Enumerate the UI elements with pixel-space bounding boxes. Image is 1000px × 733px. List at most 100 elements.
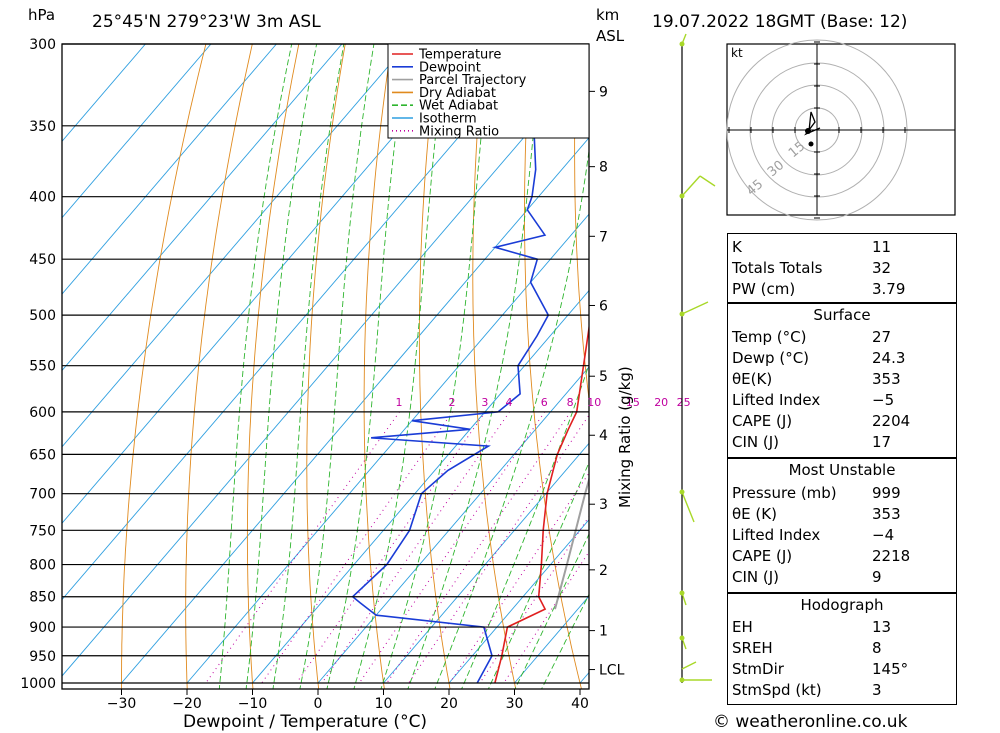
surface-label: Lifted Index — [732, 390, 821, 409]
mixing-ratio-line — [296, 411, 486, 684]
x-tick-label: −30 — [107, 696, 137, 712]
hodo-value: 13 — [872, 617, 892, 636]
wet-adiabat-line — [218, 44, 293, 689]
index-row: PW (cm) 3.79 — [728, 278, 956, 299]
parcel-trajectory-line — [554, 476, 589, 610]
hodo-row: StmDir 145° — [728, 658, 956, 679]
index-label: K — [732, 237, 742, 256]
isotherm-line — [62, 60, 589, 677]
mu-value: 9 — [872, 567, 882, 586]
wet-adiabat-line — [272, 44, 345, 689]
mixing-ratio-label: 20 — [654, 396, 668, 409]
index-value: 11 — [872, 237, 892, 256]
surface-label: CAPE (J) — [732, 411, 793, 430]
mu-row: CIN (J) 9 — [728, 566, 956, 587]
x-tick-label: −10 — [238, 696, 268, 712]
surface-value: 17 — [872, 432, 892, 451]
dry-adiabat-line — [121, 44, 207, 689]
dry-adiabat-line — [246, 44, 300, 689]
x-tick-label: 20 — [440, 696, 458, 712]
pressure-tick-label: 350 — [29, 119, 56, 135]
pressure-tick-label: 700 — [29, 487, 56, 503]
x-tick-label: 30 — [506, 696, 524, 712]
wind-barb — [681, 491, 695, 523]
hodo-row: EH 13 — [728, 616, 956, 637]
mu-label: θE (K) — [732, 504, 777, 523]
surface-label: θE(K) — [732, 369, 773, 388]
height-tick-label: LCL — [599, 663, 625, 679]
mu-value: 999 — [872, 483, 901, 502]
isotherm-line — [62, 44, 277, 295]
mu-row: Lifted Index −4 — [728, 524, 956, 545]
pressure-tick-label: 900 — [29, 620, 56, 636]
mixing-ratio-label: 8 — [567, 396, 574, 409]
mu-value: 2218 — [872, 546, 911, 565]
index-value: 32 — [872, 258, 892, 277]
index-box-top: K 11 Totals Totals 32 PW (cm) 3.79 — [727, 233, 957, 303]
wind-barb-dot — [679, 311, 685, 317]
hodo-row: StmSpd (kt) 3 — [728, 679, 956, 700]
surface-value: 24.3 — [872, 348, 906, 367]
plot-frame — [61, 43, 590, 690]
wind-barb — [681, 301, 709, 315]
wet-adiabat-line — [353, 44, 447, 689]
pressure-tick-label: 950 — [29, 649, 56, 665]
mu-label: Lifted Index — [732, 525, 821, 544]
hodograph-index-title: Hodograph — [800, 596, 884, 614]
pressure-tick-label: 1000 — [20, 676, 56, 692]
mu-row: CAPE (J) 2218 — [728, 545, 956, 566]
isotherm-line — [62, 44, 539, 601]
legend-label: Mixing Ratio — [419, 124, 499, 139]
datetime-title: 19.07.2022 18GMT (Base: 12) — [652, 12, 907, 32]
surface-title: Surface — [813, 306, 871, 324]
pressure-tick-label: 400 — [29, 190, 56, 206]
height-tick-label: 1 — [599, 624, 608, 640]
x-tick-label: 40 — [571, 696, 589, 712]
x-tick-label: 0 — [314, 696, 323, 712]
hodo-label: EH — [732, 617, 753, 636]
pressure-unit-label: hPa — [28, 6, 55, 24]
isotherm-line — [62, 44, 343, 372]
legend-label: Dry Adiabat — [419, 86, 496, 101]
height-tick-label: 8 — [599, 160, 608, 176]
surface-value: 27 — [872, 327, 892, 346]
surface-label: Dewp (°C) — [732, 348, 810, 367]
isotherm-line — [252, 289, 589, 684]
mu-row: Pressure (mb) 999 — [728, 482, 956, 503]
legend-label: Temperature — [418, 48, 501, 63]
hodo-value: 8 — [872, 638, 882, 657]
wind-barb-dot — [679, 41, 685, 47]
wet-adiabat-line — [434, 147, 589, 689]
dry-adiabat-line — [185, 44, 253, 689]
wet-adiabat-line — [380, 44, 491, 689]
wind-barb-dot — [679, 677, 685, 683]
surface-label: Temp (°C) — [732, 327, 807, 346]
legend-label: Wet Adiabat — [419, 99, 498, 114]
isotherm-line — [62, 44, 212, 219]
index-label: PW (cm) — [732, 279, 796, 298]
legend-label: Isotherm — [419, 112, 477, 127]
isotherm-line — [383, 442, 589, 684]
wind-barb — [681, 175, 701, 197]
wind-barb — [699, 175, 716, 187]
mixing-ratio-label: 3 — [481, 396, 488, 409]
dry-adiabat-line — [472, 44, 517, 689]
mixing-ratio-line — [503, 550, 589, 684]
hodograph-index-table: EH 13 SREH 8 StmDir 145° StmSpd (kt) 3 — [728, 616, 956, 700]
height-tick-label: 6 — [599, 298, 608, 314]
x-tick-label: −20 — [172, 696, 202, 712]
hodograph-index-box: Hodograph EH 13 SREH 8 StmDir 145° StmSpd (… — [727, 593, 957, 705]
x-axis-title: Dewpoint / Temperature (°C) — [183, 712, 427, 732]
wind-barb-dot — [679, 193, 685, 199]
mixing-ratio-label: 6 — [541, 396, 548, 409]
surface-row: θE(K) 353 — [728, 368, 956, 389]
dry-adiabat-line — [306, 44, 346, 689]
mu-label: CAPE (J) — [732, 546, 793, 565]
wet-adiabat-line — [541, 593, 589, 689]
hodograph-storm-motion — [808, 141, 814, 147]
pressure-tick-label: 750 — [29, 523, 56, 539]
mixing-ratio-line — [358, 411, 546, 684]
isotherm-line — [121, 137, 589, 684]
wind-barb-dot — [679, 635, 685, 641]
